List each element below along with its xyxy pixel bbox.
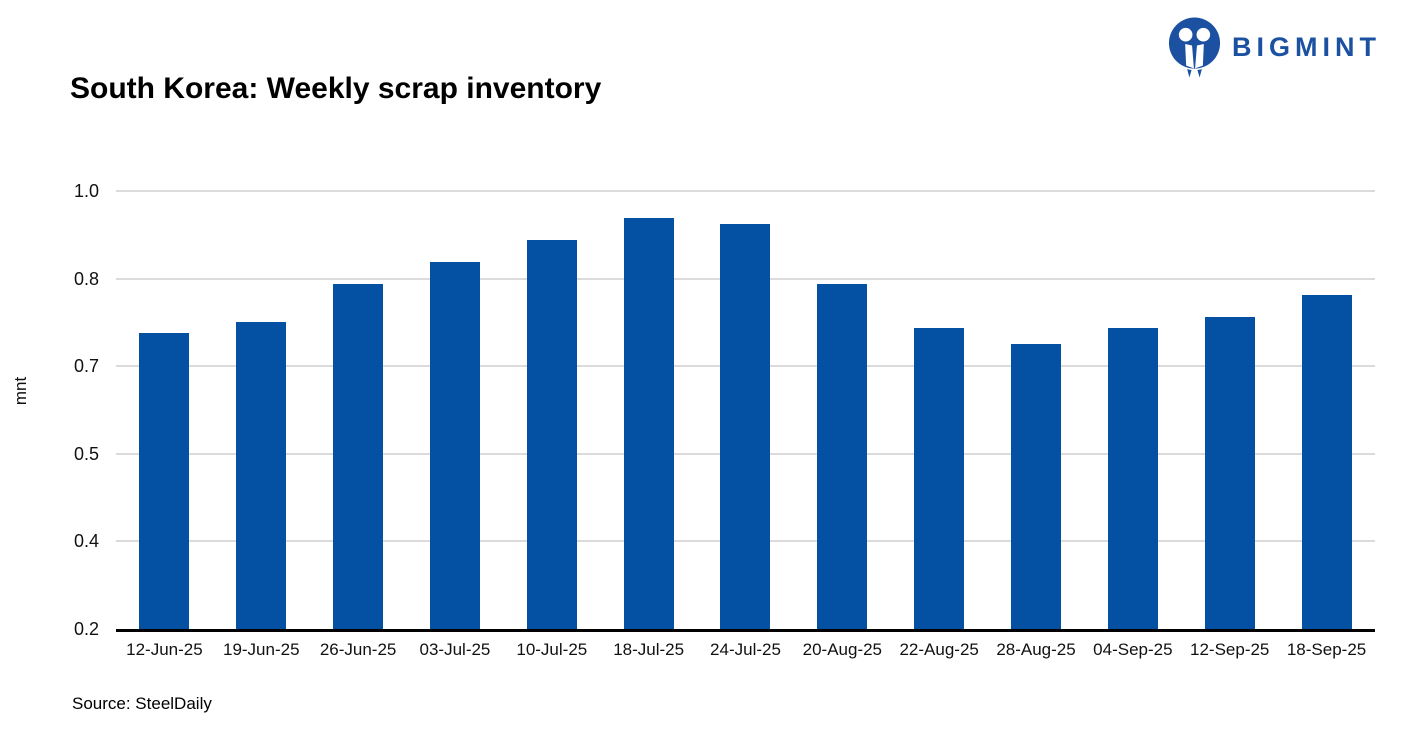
x-tick-label: 03-Jul-25 xyxy=(419,640,491,659)
bar-12-Sep-25 xyxy=(1204,316,1255,629)
y-tick-label: 0.7 xyxy=(73,356,99,377)
x-tick-label: 18-Sep-25 xyxy=(1286,640,1367,659)
bar-slot xyxy=(213,191,310,629)
bar-slot xyxy=(1084,191,1181,629)
bar-slot xyxy=(988,191,1085,629)
y-tick-label: 0.2 xyxy=(73,619,99,639)
bar-slot xyxy=(503,191,600,629)
bar-slot xyxy=(891,191,988,629)
x-tick-label: 28-Aug-25 xyxy=(996,640,1076,659)
bar-28-Aug-25 xyxy=(1011,344,1062,629)
x-tick-label: 18-Jul-25 xyxy=(613,640,685,659)
bigmint-logo-icon xyxy=(1168,17,1221,78)
bar-12-Jun-25 xyxy=(139,333,190,629)
bar-slot xyxy=(600,191,697,629)
y-tick-label: 0.8 xyxy=(73,268,99,289)
bar-slot xyxy=(697,191,794,629)
x-tick-label: 12-Jun-25 xyxy=(126,640,203,659)
bar-slot xyxy=(1278,191,1375,629)
bar-24-Jul-25 xyxy=(720,223,771,629)
y-axis-tick-labels: 0.2 0.4 0.5 0.7 0.8 1.0 xyxy=(0,182,99,638)
x-tick-label: 24-Jul-25 xyxy=(710,640,781,659)
bar-slot xyxy=(310,191,407,629)
bar-series xyxy=(116,191,1375,629)
bar-20-Aug-25 xyxy=(817,284,868,629)
plot-area xyxy=(116,190,1375,632)
x-tick-label: 10-Jul-25 xyxy=(516,640,588,659)
bar-slot xyxy=(794,191,891,629)
bar-19-Jun-25 xyxy=(236,322,287,629)
bar-slot xyxy=(407,191,504,629)
x-tick-label: 19-Jun-25 xyxy=(222,640,300,659)
x-tick-label: 26-Jun-25 xyxy=(319,640,397,659)
source-note: Source: SteelDaily xyxy=(72,694,212,713)
x-axis-tick-labels: 12-Jun-25 19-Jun-25 26-Jun-25 03-Jul-25 10-J… xyxy=(116,640,1375,660)
x-tick-label: 22-Aug-25 xyxy=(899,640,979,659)
bigmint-logo: BIGMINT xyxy=(1166,16,1381,78)
bar-slot xyxy=(1181,191,1278,629)
x-tick-label: 20-Aug-25 xyxy=(802,640,883,659)
bigmint-logo-text: BIGMINT xyxy=(1232,31,1381,62)
bar-04-Sep-25 xyxy=(1107,327,1158,629)
bar-26-Jun-25 xyxy=(333,284,384,629)
bar-03-Jul-25 xyxy=(429,262,480,629)
y-tick-label: 0.4 xyxy=(73,531,99,552)
y-tick-label: 0.5 xyxy=(73,443,99,464)
gridline xyxy=(116,190,1375,192)
x-tick-label: 12-Sep-25 xyxy=(1190,640,1270,659)
x-tick-label: 04-Sep-25 xyxy=(1093,640,1173,659)
bar-18-Jul-25 xyxy=(623,218,674,629)
bar-slot xyxy=(116,191,213,629)
chart-title: South Korea: Weekly scrap inventory xyxy=(70,72,602,105)
bar-22-Aug-25 xyxy=(914,327,965,629)
y-tick-label: 1.0 xyxy=(73,181,99,201)
bar-18-Sep-25 xyxy=(1301,295,1352,629)
bar-10-Jul-25 xyxy=(526,240,577,629)
